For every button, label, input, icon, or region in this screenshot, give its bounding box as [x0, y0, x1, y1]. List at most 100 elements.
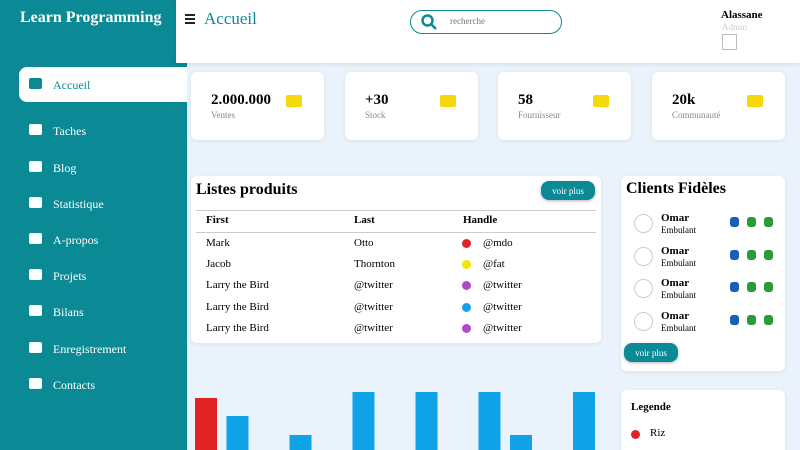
- menu-item[interactable]: Accueil: [53, 78, 91, 92]
- card-value: 20k: [672, 92, 696, 108]
- search-box[interactable]: recherche: [410, 10, 562, 34]
- handle-dot: [462, 281, 471, 291]
- table-cell: Thornton: [354, 258, 395, 271]
- menu-item[interactable]: Bilans: [53, 305, 84, 319]
- menu-item[interactable]: Blog: [53, 161, 77, 175]
- menu-icon: [29, 124, 42, 135]
- menu-item[interactable]: Statistique: [53, 197, 104, 211]
- menu-item[interactable]: Taches: [53, 124, 87, 138]
- card-value: 58: [518, 92, 533, 108]
- contact-icon[interactable]: [764, 249, 773, 260]
- card-label: Stock: [365, 110, 386, 120]
- bar: [478, 392, 501, 450]
- bar: [352, 392, 375, 450]
- menu-toggle[interactable]: [185, 14, 197, 24]
- menu-item[interactable]: A-propos: [53, 233, 99, 247]
- contact-icon[interactable]: [730, 314, 739, 325]
- client-role: Embulant: [661, 225, 696, 235]
- contact-icon[interactable]: [764, 217, 773, 227]
- stat-card: 58 Fournisseur: [498, 72, 631, 140]
- contact-icon[interactable]: [730, 217, 739, 227]
- table-cell: @twitter: [483, 300, 522, 313]
- bar: [226, 416, 249, 450]
- user-role: Admin: [722, 22, 748, 32]
- card-label: Fournisseur: [518, 110, 561, 120]
- table-cell: Jacob: [206, 258, 232, 271]
- bar: [573, 392, 595, 450]
- card-value: +30: [365, 92, 389, 108]
- table-cell: Mark: [206, 237, 230, 249]
- card-icon: [286, 95, 302, 107]
- table-cell: @twitter: [354, 321, 393, 334]
- handle-dot: [462, 323, 471, 333]
- contact-icon[interactable]: [730, 282, 739, 292]
- card-icon: [593, 95, 609, 107]
- menu-icon: [29, 233, 42, 244]
- contact-icon[interactable]: [764, 282, 773, 292]
- menu-icon: [29, 161, 42, 172]
- contact-icon[interactable]: [747, 314, 756, 325]
- client-name: Omar: [661, 212, 690, 224]
- search-placeholder: recherche: [450, 16, 485, 26]
- contact-icon[interactable]: [747, 249, 756, 260]
- menu-icon: [29, 378, 42, 389]
- page-title: Accueil: [204, 9, 257, 28]
- stat-card: 2.000.000 Ventes: [191, 72, 324, 140]
- clients-title: Clients Fidèles: [626, 180, 726, 197]
- bar: [289, 435, 312, 450]
- handle-dot: [462, 302, 471, 312]
- card-label: Communauté: [672, 110, 721, 120]
- menu-active: [19, 67, 187, 102]
- legend-title: Legende: [631, 401, 671, 413]
- contact-icon[interactable]: [764, 314, 773, 325]
- table-cell: Otto: [354, 237, 374, 249]
- bar: [415, 392, 438, 450]
- clients-panel: Clients Fidèles Omar Embulant Omar Embulant O…: [621, 176, 785, 371]
- card-icon: [440, 95, 456, 107]
- table-cell: @twitter: [354, 300, 393, 313]
- client-role: Embulant: [661, 290, 696, 300]
- client-avatar: [634, 214, 653, 233]
- products-panel: Listes produits voir plus First Last Handle M…: [191, 176, 601, 343]
- card-label: Ventes: [211, 110, 235, 120]
- bar: [510, 435, 532, 450]
- table-rule: [196, 232, 596, 233]
- table-cell: @mdo: [483, 237, 513, 249]
- menu-item[interactable]: Projets: [53, 269, 87, 283]
- client-role: Embulant: [661, 322, 696, 333]
- table-cell: Larry the Bird: [206, 279, 269, 292]
- handle-dot: [462, 239, 471, 248]
- bar: [195, 398, 217, 450]
- table-cell: @twitter: [483, 321, 522, 334]
- client-avatar: [634, 279, 653, 298]
- stat-card: 20k Communauté: [652, 72, 785, 140]
- contact-icon[interactable]: [747, 217, 756, 227]
- contact-icon[interactable]: [730, 249, 739, 260]
- table-cell: Larry the Bird: [206, 300, 269, 313]
- user-name: Alassane: [721, 9, 763, 21]
- client-name: Omar: [661, 277, 690, 289]
- column-header: Last: [354, 214, 375, 226]
- legend-panel: Legende Riz: [621, 390, 785, 450]
- contact-icon[interactable]: [747, 282, 756, 292]
- menu-item[interactable]: Enregistrement: [53, 342, 127, 356]
- client-avatar: [634, 311, 653, 331]
- clients-button[interactable]: voir plus: [624, 343, 678, 362]
- menu-icon: [29, 342, 42, 353]
- products-button[interactable]: voir plus: [541, 181, 595, 200]
- table-cell: @fat: [483, 258, 505, 271]
- products-title: Listes produits: [196, 181, 298, 198]
- client-avatar: [634, 246, 653, 266]
- bar-chart: [195, 392, 595, 450]
- legend-label: Riz: [650, 427, 666, 439]
- table-cell: @twitter: [354, 279, 393, 292]
- stat-card: +30 Stock: [345, 72, 478, 140]
- menu-item[interactable]: Contacts: [53, 378, 95, 392]
- legend-swatch: [631, 430, 640, 439]
- client-name: Omar: [661, 244, 690, 257]
- search-icon: [421, 14, 437, 30]
- table-cell: Larry the Bird: [206, 321, 269, 334]
- client-name: Omar: [661, 309, 690, 322]
- table-rule: [196, 210, 596, 211]
